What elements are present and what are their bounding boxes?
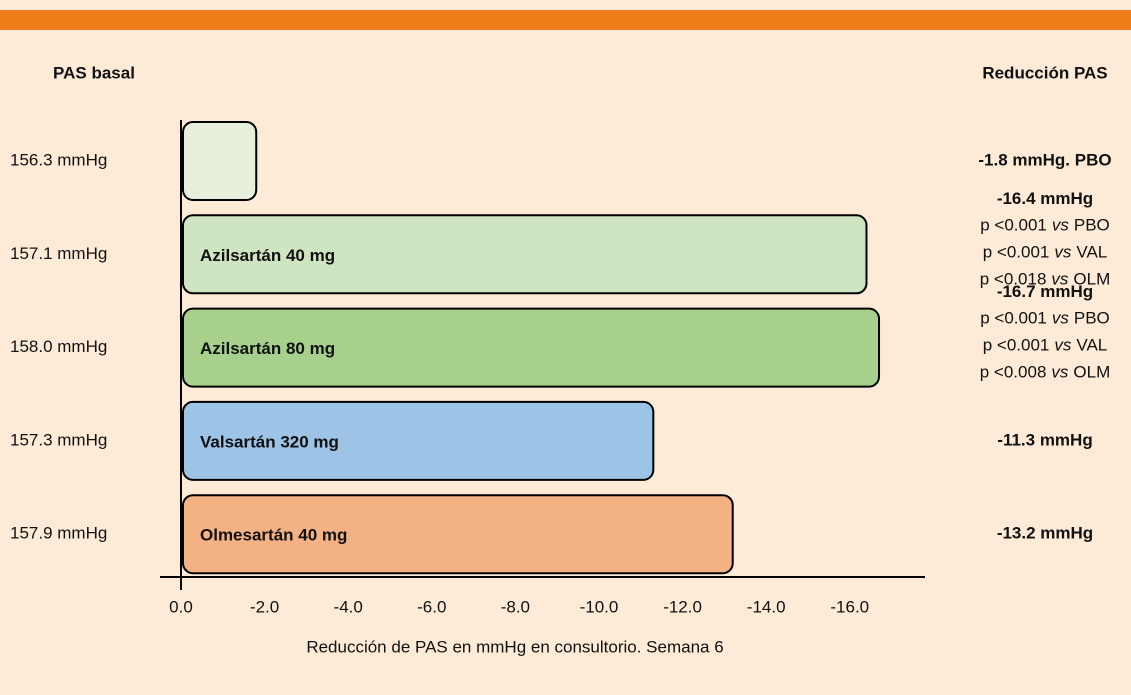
- note-part: p <0.001: [983, 336, 1050, 355]
- left-header: PAS basal: [53, 63, 135, 82]
- value-label: -16.7 mmHg: [997, 282, 1093, 301]
- bar: [182, 121, 258, 201]
- significance-note: p <0.008 vs OLM: [980, 363, 1111, 382]
- note-part: p <0.001: [980, 216, 1047, 235]
- bar-label: Azilsartán 80 mg: [200, 339, 335, 358]
- note-part: p <0.001: [980, 309, 1047, 328]
- baseline-label: 156.3 mmHg: [10, 150, 107, 169]
- note-part: VAL: [1076, 336, 1107, 355]
- note-part: p <0.008: [980, 363, 1047, 382]
- significance-note: p <0.001 vs VAL: [983, 243, 1108, 262]
- x-axis-label: Reducción de PAS en mmHg en consultorio.…: [306, 637, 723, 656]
- x-tick-label: -14.0: [747, 597, 786, 616]
- value-label: -13.2 mmHg: [997, 524, 1093, 543]
- note-part: PBO: [1074, 216, 1110, 235]
- baseline-label: 157.3 mmHg: [10, 430, 107, 449]
- x-tick-label: 0.0: [169, 597, 193, 616]
- baseline-label: 157.1 mmHg: [10, 244, 107, 263]
- bar: [182, 214, 868, 295]
- significance-note: p <0.001 vs PBO: [980, 216, 1110, 235]
- note-part: vs: [1054, 336, 1072, 355]
- baseline-label: 158.0 mmHg: [10, 337, 107, 356]
- bar-label: Valsartán 320 mg: [200, 432, 339, 451]
- note-part: OLM: [1073, 363, 1110, 382]
- value-label: -11.3 mmHg: [997, 430, 1092, 449]
- bar: [182, 307, 881, 388]
- note-part: vs: [1051, 270, 1069, 289]
- note-part: vs: [1051, 363, 1069, 382]
- x-tick-label: -6.0: [417, 597, 446, 616]
- header-band: [0, 10, 1131, 30]
- bar-label: Azilsartán 40 mg: [200, 246, 335, 265]
- significance-note: p <0.018 vs OLM: [980, 270, 1111, 289]
- x-tick-label: -8.0: [501, 597, 530, 616]
- note-part: vs: [1054, 243, 1072, 262]
- note-part: p <0.001: [983, 243, 1050, 262]
- bar: [182, 400, 655, 481]
- value-label: -1.8 mmHg. PBO: [978, 150, 1111, 169]
- x-tick-label: -12.0: [663, 597, 702, 616]
- note-part: PBO: [1074, 309, 1110, 328]
- x-tick-label: -4.0: [334, 597, 363, 616]
- bar-label: Olmesartán 40 mg: [200, 526, 347, 545]
- significance-note: p <0.001 vs VAL: [983, 336, 1108, 355]
- note-part: VAL: [1076, 243, 1107, 262]
- significance-note: p <0.001 vs PBO: [980, 309, 1110, 328]
- note-part: OLM: [1073, 270, 1110, 289]
- note-part: vs: [1052, 216, 1070, 235]
- value-label: -16.4 mmHg: [997, 189, 1093, 208]
- note-part: vs: [1052, 309, 1070, 328]
- x-tick-label: -16.0: [830, 597, 869, 616]
- x-tick-label: -10.0: [580, 597, 619, 616]
- baseline-label: 157.9 mmHg: [10, 524, 107, 543]
- x-tick-label: -2.0: [250, 597, 279, 616]
- note-part: p <0.018: [980, 270, 1047, 289]
- bar: [182, 494, 734, 575]
- right-header: Reducción PAS: [982, 63, 1107, 82]
